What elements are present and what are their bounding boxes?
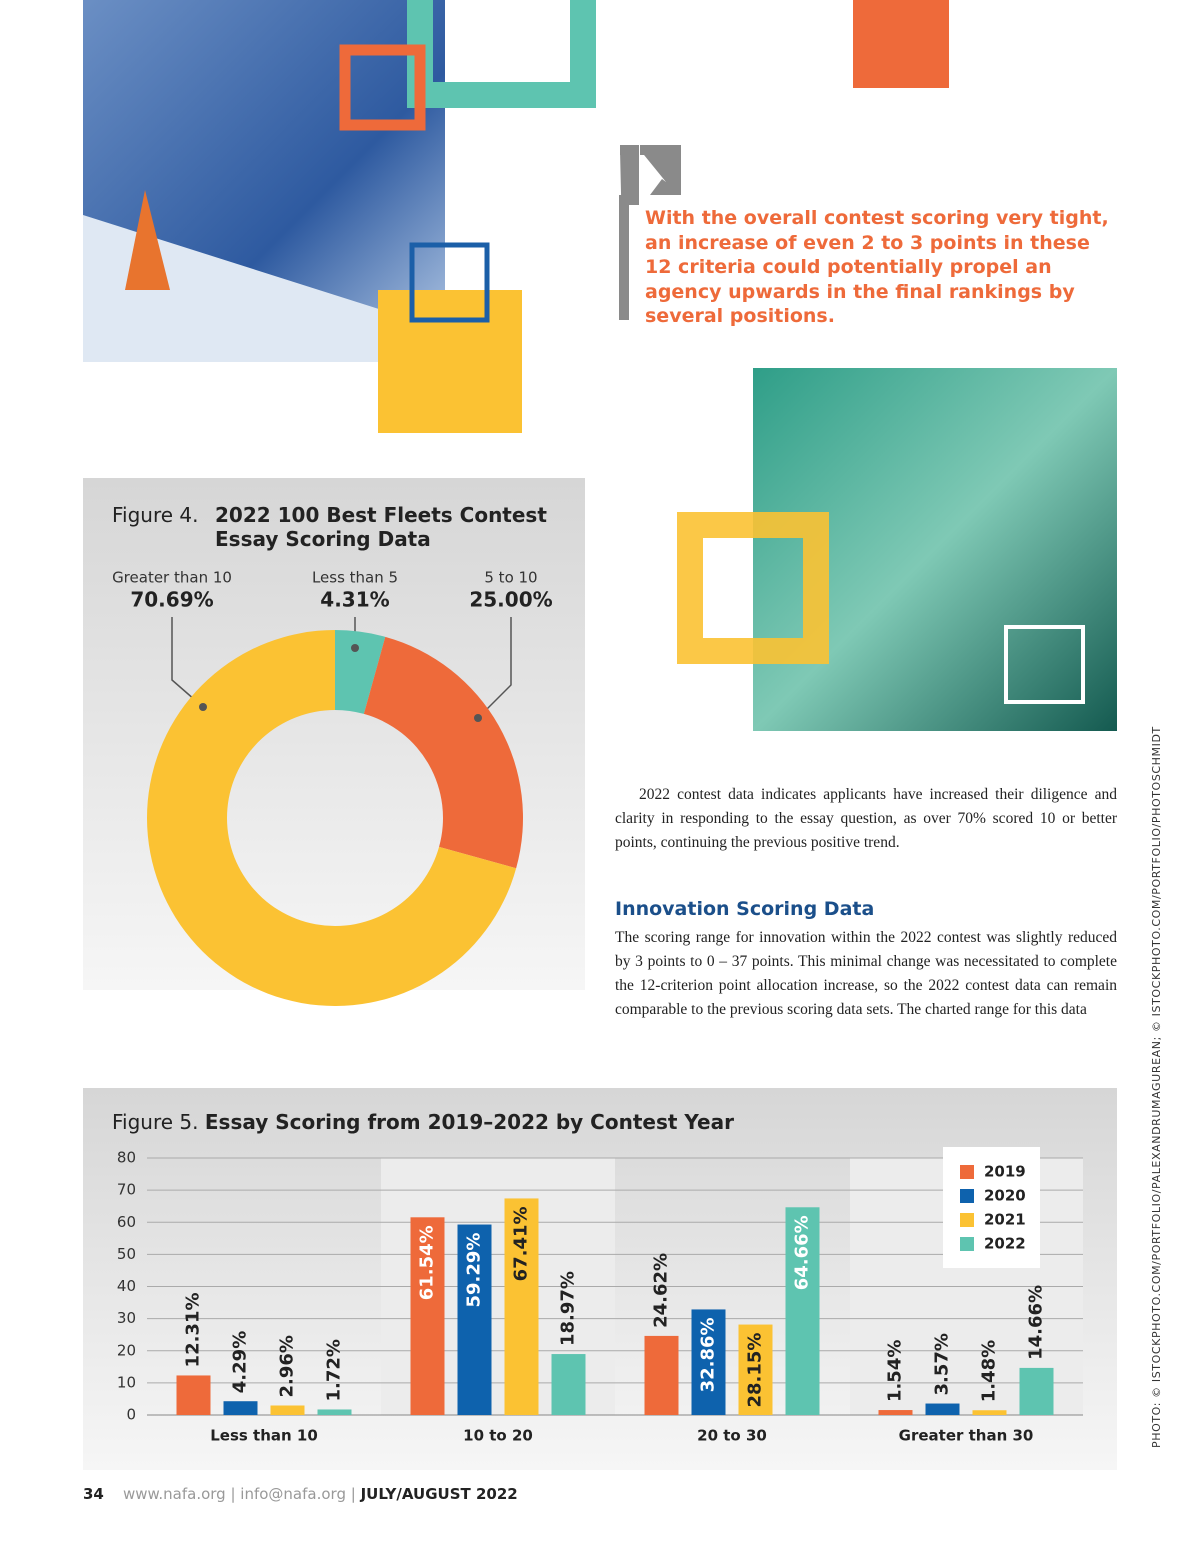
x-tick-label: Less than 10 xyxy=(210,1427,318,1445)
legend-label: 2019 xyxy=(984,1163,1026,1181)
bar xyxy=(176,1375,211,1415)
page-number: 34 xyxy=(83,1485,104,1503)
value-label: 12.31% xyxy=(183,1292,204,1367)
bar xyxy=(878,1410,913,1415)
value-label: 2.96% xyxy=(277,1335,298,1397)
slice-value: 4.31% xyxy=(320,588,389,612)
paragraph: 2022 contest data indicates applicants h… xyxy=(615,786,1117,851)
site: www.nafa.org xyxy=(122,1485,226,1503)
bar xyxy=(972,1410,1007,1415)
y-tick-label: 60 xyxy=(117,1213,136,1231)
leader-dot xyxy=(474,714,482,722)
value-label: 14.66% xyxy=(1026,1285,1047,1360)
figure4-title-text: 2022 100 Best Fleets Contest Essay Scori… xyxy=(215,503,547,551)
yellow-block xyxy=(378,290,522,433)
leader-line xyxy=(477,617,512,719)
figure4-title: Figure 4. xyxy=(112,503,199,527)
bar xyxy=(410,1217,445,1415)
bar xyxy=(504,1198,539,1415)
slice-label: 5 to 10 xyxy=(484,569,537,587)
donut-slice xyxy=(335,630,386,714)
figure5-title: Figure 5. Essay Scoring from 2019–2022 b… xyxy=(112,1110,734,1134)
legend-label: 2021 xyxy=(984,1211,1026,1229)
donut-slice xyxy=(147,630,517,1006)
paragraph: The scoring range for innovation within … xyxy=(615,929,1117,1018)
slice-label: Greater than 10 xyxy=(112,569,232,587)
bar xyxy=(785,1207,820,1415)
photo-credit: PHOTO: © ISTOCKPHOTO.COM/PORTFOLIO/PALEX… xyxy=(1150,726,1163,1448)
y-tick-label: 20 xyxy=(117,1341,136,1359)
slice-label: Less than 5 xyxy=(312,569,398,587)
white-frame xyxy=(1004,625,1085,704)
donut-slice xyxy=(363,636,523,869)
legend-swatch xyxy=(960,1189,974,1203)
value-label: 4.29% xyxy=(230,1331,251,1393)
value-label: 61.54% xyxy=(417,1225,438,1300)
section-heading: Innovation Scoring Data xyxy=(615,898,875,920)
yellow-frame xyxy=(677,512,829,664)
leader-dot xyxy=(351,644,359,652)
footer: 34 www.nafa.org | info@nafa.org | JULY/A… xyxy=(83,1485,518,1503)
bar xyxy=(223,1401,258,1415)
value-label: 3.57% xyxy=(932,1333,953,1395)
legend-swatch xyxy=(960,1213,974,1227)
value-label: 1.54% xyxy=(885,1340,906,1402)
value-label: 1.48% xyxy=(979,1340,1000,1402)
legend-label: 2022 xyxy=(984,1235,1026,1253)
road-edge xyxy=(83,215,445,362)
blue-frame xyxy=(409,242,490,323)
value-label: 28.15% xyxy=(745,1333,766,1408)
y-tick-label: 30 xyxy=(117,1309,136,1327)
bar xyxy=(691,1309,726,1415)
y-tick-label: 80 xyxy=(117,1149,136,1167)
bar xyxy=(1019,1367,1054,1415)
orange-frame xyxy=(339,44,426,131)
pull-quote: With the overall contest scoring very ti… xyxy=(645,207,1109,327)
value-label: 32.86% xyxy=(698,1317,719,1392)
value-label: 24.62% xyxy=(651,1253,672,1328)
legend-box xyxy=(943,1147,1040,1268)
bar xyxy=(317,1409,352,1415)
y-tick-label: 40 xyxy=(117,1277,136,1295)
x-tick-label: 20 to 30 xyxy=(697,1427,767,1445)
cone xyxy=(125,190,170,290)
y-tick-label: 0 xyxy=(126,1406,136,1424)
leader-dot xyxy=(199,703,207,711)
x-tick-label: Greater than 30 xyxy=(899,1427,1034,1445)
quote-mark xyxy=(619,145,681,320)
figure4-panel xyxy=(83,478,585,990)
bar xyxy=(457,1224,492,1415)
bar xyxy=(551,1354,586,1415)
figure4-title-bold: 2022 100 Best Fleets Contest Essay Scori… xyxy=(215,503,575,551)
value-label: 59.29% xyxy=(464,1233,485,1308)
bar xyxy=(644,1335,679,1415)
bar xyxy=(738,1324,773,1415)
legend-swatch xyxy=(960,1165,974,1179)
y-tick-label: 10 xyxy=(117,1373,136,1391)
value-label: 1.72% xyxy=(324,1339,345,1401)
value-label: 18.97% xyxy=(558,1271,579,1346)
legend-swatch xyxy=(960,1237,974,1251)
bar xyxy=(925,1403,960,1415)
x-tick-label: 10 to 20 xyxy=(463,1427,533,1445)
orange-block xyxy=(853,0,949,88)
slice-value: 70.69% xyxy=(130,588,213,612)
legend-label: 2020 xyxy=(984,1187,1026,1205)
y-tick-label: 50 xyxy=(117,1245,136,1263)
value-label: 64.66% xyxy=(792,1215,813,1290)
y-tick-label: 70 xyxy=(117,1181,136,1199)
issue: JULY/AUGUST 2022 xyxy=(360,1485,518,1503)
email: info@nafa.org xyxy=(240,1485,346,1503)
value-label: 67.41% xyxy=(511,1206,532,1281)
bar xyxy=(270,1405,305,1415)
slice-value: 25.00% xyxy=(469,588,552,612)
